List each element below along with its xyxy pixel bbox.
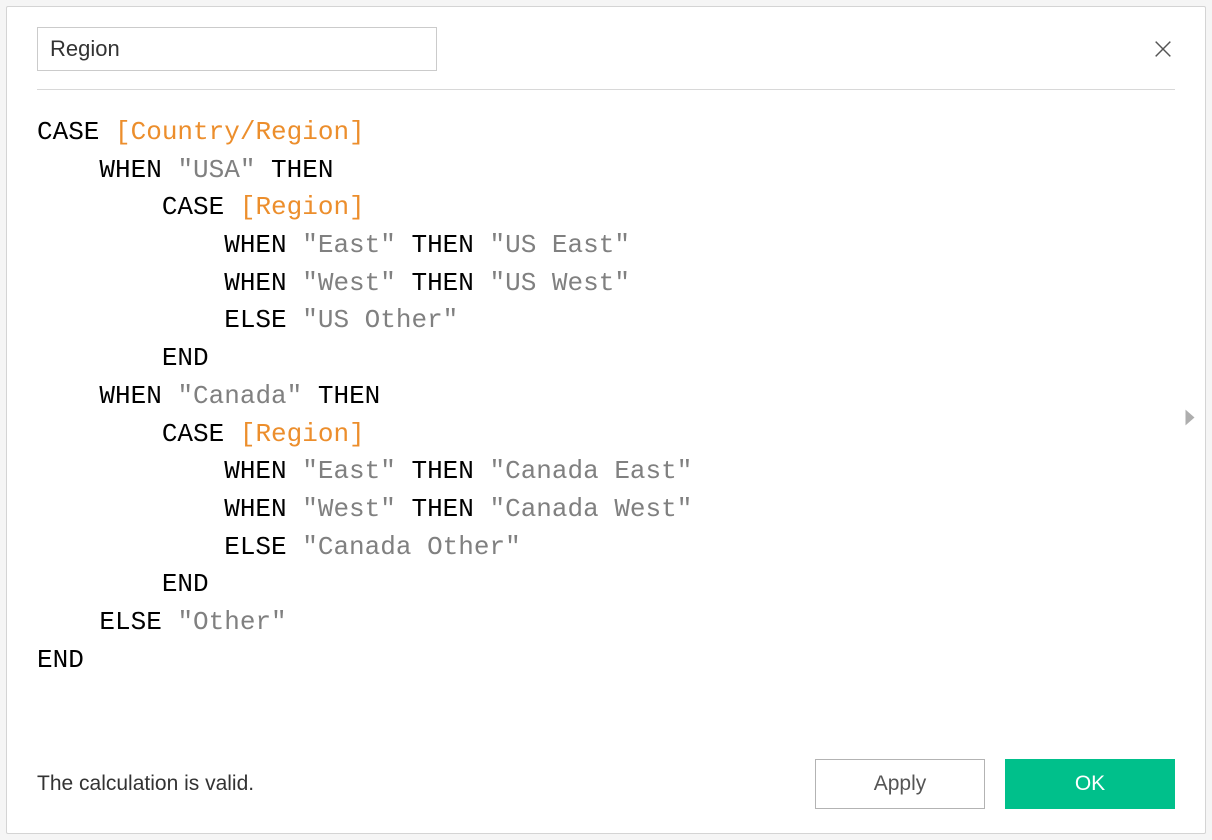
code-token-keyword: THEN xyxy=(396,456,490,486)
ok-button[interactable]: OK xyxy=(1005,759,1175,809)
code-token-string: "West" xyxy=(302,494,396,524)
expand-caret-icon[interactable] xyxy=(1183,409,1197,432)
code-token-string: "Canada" xyxy=(177,381,302,411)
code-token-string: "West" xyxy=(302,268,396,298)
code-token-keyword: THEN xyxy=(396,268,490,298)
code-line: WHEN "West" THEN "US West" xyxy=(37,265,1175,303)
code-token-field: [Country/Region] xyxy=(115,117,365,147)
close-icon[interactable] xyxy=(1151,37,1175,61)
code-line: ELSE "Canada Other" xyxy=(37,529,1175,567)
code-token-keyword: ELSE xyxy=(37,532,302,562)
code-token-keyword: END xyxy=(37,569,209,599)
code-token-keyword: THEN xyxy=(396,494,490,524)
code-token-string: "East" xyxy=(302,456,396,486)
code-token-keyword: WHEN xyxy=(37,494,302,524)
code-token-string: "US West" xyxy=(490,268,630,298)
dialog-footer: The calculation is valid. Apply OK xyxy=(7,745,1205,833)
code-line: WHEN "West" THEN "Canada West" xyxy=(37,491,1175,529)
code-token-string: "Canada East" xyxy=(490,456,693,486)
code-token-keyword: WHEN xyxy=(37,155,177,185)
code-token-keyword: WHEN xyxy=(37,230,302,260)
code-token-keyword: CASE xyxy=(37,117,115,147)
code-token-keyword: THEN xyxy=(396,230,490,260)
code-token-keyword: WHEN xyxy=(37,268,302,298)
code-token-field: [Region] xyxy=(240,419,365,449)
code-token-keyword: ELSE xyxy=(37,305,302,335)
code-line: WHEN "Canada" THEN xyxy=(37,378,1175,416)
dialog-header xyxy=(7,7,1205,89)
code-line: ELSE "Other" xyxy=(37,604,1175,642)
code-line: ELSE "US Other" xyxy=(37,302,1175,340)
code-token-keyword: WHEN xyxy=(37,456,302,486)
code-token-keyword: THEN xyxy=(255,155,333,185)
code-line: CASE [Region] xyxy=(37,416,1175,454)
code-line: CASE [Region] xyxy=(37,189,1175,227)
code-token-string: "Canada West" xyxy=(490,494,693,524)
apply-button[interactable]: Apply xyxy=(815,759,985,809)
code-token-string: "Other" xyxy=(177,607,286,637)
code-token-string: "Canada Other" xyxy=(302,532,520,562)
code-token-keyword: CASE xyxy=(37,192,240,222)
formula-editor[interactable]: CASE [Country/Region] WHEN "USA" THEN CA… xyxy=(7,90,1205,745)
code-line: END xyxy=(37,340,1175,378)
code-line: WHEN "East" THEN "US East" xyxy=(37,227,1175,265)
code-token-string: "US Other" xyxy=(302,305,458,335)
code-token-keyword: ELSE xyxy=(37,607,177,637)
code-token-keyword: THEN xyxy=(302,381,380,411)
field-name-input[interactable] xyxy=(37,27,437,71)
code-token-keyword: END xyxy=(37,645,84,675)
calculated-field-dialog: CASE [Country/Region] WHEN "USA" THEN CA… xyxy=(6,6,1206,834)
code-line: CASE [Country/Region] xyxy=(37,114,1175,152)
code-token-string: "US East" xyxy=(490,230,630,260)
validation-status: The calculation is valid. xyxy=(37,772,254,796)
code-token-keyword: WHEN xyxy=(37,381,177,411)
code-token-string: "East" xyxy=(302,230,396,260)
code-token-keyword: END xyxy=(37,343,209,373)
button-group: Apply OK xyxy=(815,759,1175,809)
code-line: WHEN "East" THEN "Canada East" xyxy=(37,453,1175,491)
code-line: END xyxy=(37,642,1175,680)
code-token-string: "USA" xyxy=(177,155,255,185)
code-line: WHEN "USA" THEN xyxy=(37,152,1175,190)
code-token-field: [Region] xyxy=(240,192,365,222)
code-line: END xyxy=(37,566,1175,604)
code-token-keyword: CASE xyxy=(37,419,240,449)
